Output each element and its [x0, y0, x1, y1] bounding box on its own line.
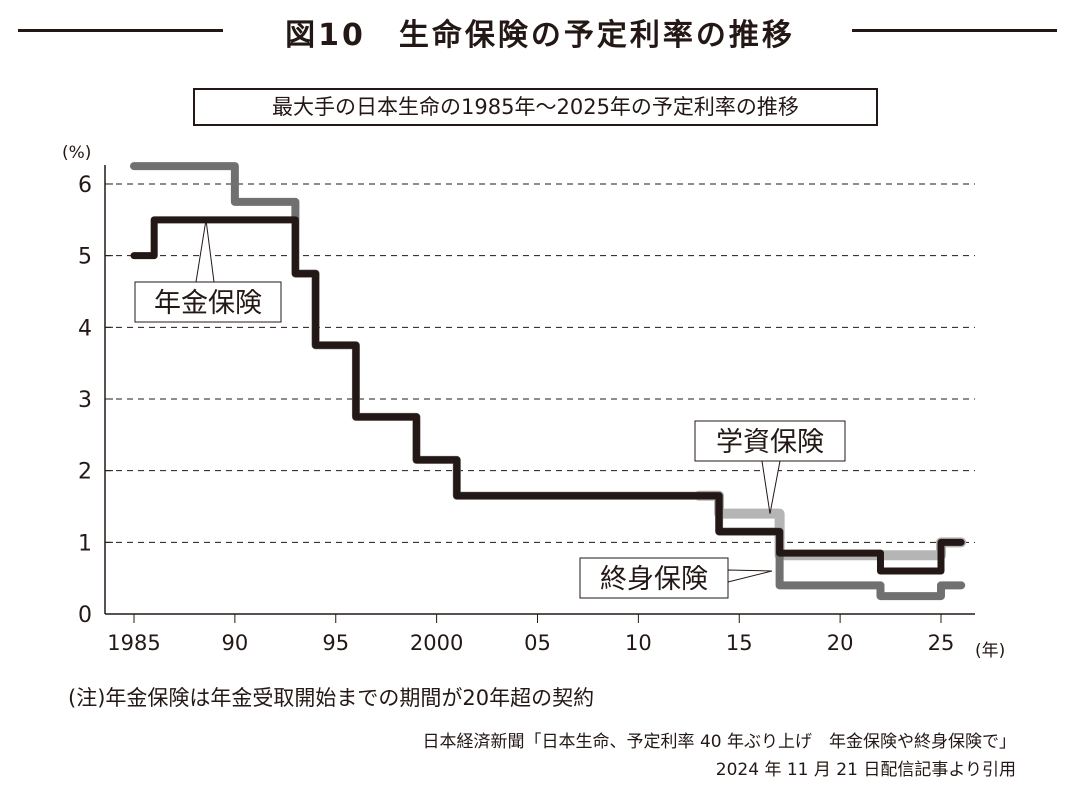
- y-tick-label: 4: [78, 316, 92, 341]
- source-line-2: 2024 年 11 月 21 日配信記事より引用: [715, 760, 1016, 780]
- figure-title: 図10 生命保険の予定利率の推移: [285, 18, 795, 53]
- callout-pointer: [727, 569, 773, 583]
- callout-pointer: [195, 219, 215, 283]
- x-axis-unit: (年): [975, 641, 1005, 661]
- source-line-1: 日本経済新聞「日本生命、予定利率 40 年ぶり上げ 年金保険や終身保険で」: [422, 732, 1016, 752]
- y-tick-label: 0: [78, 603, 92, 628]
- y-tick-label: 6: [78, 173, 92, 198]
- x-tick-label: 20: [827, 631, 854, 655]
- x-tick-label: 90: [222, 631, 249, 655]
- series-label: 学資保険: [716, 427, 824, 458]
- series-line-2: [130, 162, 966, 601]
- series-label: 終身保険: [600, 564, 708, 595]
- series-line-3: [130, 216, 965, 575]
- x-tick-label: 25: [928, 631, 955, 655]
- x-tick-label: 95: [322, 631, 349, 655]
- chart-subtitle: 最大手の日本生命の1985年～2025年の予定利率の推移: [193, 88, 878, 126]
- series-label-box: [579, 557, 729, 599]
- x-tick-label: 05: [524, 631, 551, 655]
- callout-pointer: [761, 460, 781, 514]
- x-tick-label: 15: [726, 631, 753, 655]
- x-tick-label: 2000: [410, 631, 463, 655]
- y-tick-label: 2: [78, 460, 92, 485]
- title-rule-right: [852, 29, 1057, 32]
- y-axis-unit: (%): [62, 143, 91, 163]
- series-label-box: [134, 281, 282, 323]
- x-tick-label: 1985: [107, 631, 160, 655]
- y-tick-label: 1: [78, 531, 92, 556]
- series-label: 年金保険: [154, 288, 262, 319]
- series-label-box: [694, 420, 846, 462]
- x-tick-label: 10: [625, 631, 652, 655]
- series-line-1: [693, 490, 967, 561]
- footnote: (注)年金保険は年金受取開始までの期間が20年超の契約: [68, 686, 595, 710]
- y-tick-label: 3: [78, 388, 92, 413]
- title-rule-left: [18, 29, 223, 32]
- y-tick-label: 5: [78, 245, 92, 270]
